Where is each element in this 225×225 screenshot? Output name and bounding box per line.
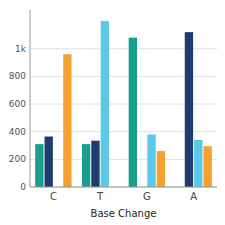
y-tick-label: 600 xyxy=(9,99,26,109)
bar xyxy=(147,134,155,187)
x-tick-label: T xyxy=(96,191,104,202)
y-tick-label: 0 xyxy=(20,182,26,192)
bar xyxy=(185,32,193,187)
x-axis-line xyxy=(30,187,217,188)
chart: 0 200 400 600 800 1k C T G A Base Change xyxy=(0,0,225,225)
bars xyxy=(35,21,212,187)
grid-line xyxy=(30,187,217,188)
bar xyxy=(194,140,202,187)
bar xyxy=(63,54,71,187)
x-tick-label: G xyxy=(143,191,151,202)
bar xyxy=(203,146,211,187)
bar xyxy=(45,137,53,187)
y-axis-line xyxy=(30,10,31,187)
x-tick-label: C xyxy=(50,191,57,202)
bar xyxy=(35,144,43,187)
y-tick-label: 800 xyxy=(9,71,26,81)
x-tick-label: A xyxy=(190,191,197,202)
y-tick-label: 200 xyxy=(9,154,26,164)
x-axis-label: Base Change xyxy=(91,208,157,219)
bar xyxy=(91,141,99,187)
chart-container: 0 200 400 600 800 1k C T G A Base Change xyxy=(0,0,225,225)
bar xyxy=(157,151,165,187)
bar xyxy=(82,144,90,187)
y-tick-label: 400 xyxy=(9,127,26,137)
bar xyxy=(101,21,109,187)
bar xyxy=(129,38,137,187)
y-tick-label: 1k xyxy=(15,44,27,54)
